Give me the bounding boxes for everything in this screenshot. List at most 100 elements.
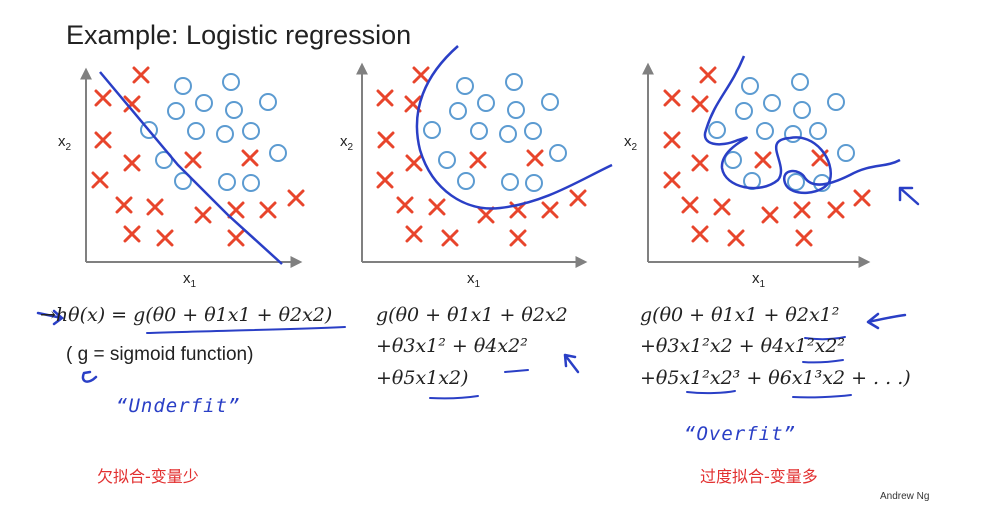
cross-marker	[405, 154, 423, 172]
cross-marker	[663, 89, 681, 107]
circle-marker	[763, 94, 781, 112]
circle-marker	[505, 73, 523, 91]
circle-marker	[259, 93, 277, 111]
circle-marker	[756, 122, 774, 140]
overfit-hypothesis-line3: +θ5x1²x2³ + θ6x1³x2 + . . .)	[640, 367, 911, 389]
circle-marker	[741, 77, 759, 95]
cross-marker	[156, 229, 174, 247]
circle-marker	[525, 174, 543, 192]
cross-marker	[377, 131, 395, 149]
panel-overfit-y-label: x2	[624, 133, 638, 153]
circle-marker	[784, 125, 802, 143]
underfit-decision-boundary	[99, 71, 283, 265]
circle-marker	[470, 122, 488, 140]
author-credit: Andrew Ng	[880, 491, 930, 502]
justright-hypothesis-line1: g(θ0 + θ1x1 + θ2x2	[376, 304, 568, 326]
circle-marker	[216, 125, 234, 143]
circle-marker	[140, 121, 158, 139]
circle-marker	[499, 125, 517, 143]
circle-marker	[791, 73, 809, 91]
underfit-chinese-note: 欠拟合-变量少	[97, 467, 199, 486]
cross-marker	[727, 229, 745, 247]
circle-marker	[501, 173, 519, 191]
circle-marker	[269, 144, 287, 162]
overfit-handwritten-label: “Overfit”	[684, 423, 796, 445]
cross-marker	[123, 225, 141, 243]
panel-justright-crosses	[376, 66, 587, 247]
cross-marker	[541, 201, 559, 219]
circle-marker	[438, 151, 456, 169]
circle-marker	[225, 101, 243, 119]
circle-marker	[222, 73, 240, 91]
cross-marker	[194, 206, 212, 224]
circle-marker	[477, 94, 495, 112]
panel-underfit-circles	[140, 73, 287, 192]
circle-marker	[174, 172, 192, 190]
circle-marker	[507, 101, 525, 119]
circle-marker	[524, 122, 542, 140]
cross-marker	[227, 229, 245, 247]
cross-marker	[405, 225, 423, 243]
cross-marker	[569, 189, 587, 207]
cross-marker	[428, 198, 446, 216]
slide-title: Example: Logistic regression	[66, 20, 412, 50]
circle-marker	[218, 173, 236, 191]
cross-marker	[146, 198, 164, 216]
overfit-hypothesis-line2: +θ3x1²x2 + θ4x1²x2²	[640, 335, 846, 357]
cross-marker	[259, 201, 277, 219]
cross-marker	[699, 66, 717, 84]
cross-marker	[91, 171, 109, 189]
cross-marker	[761, 206, 779, 224]
cross-marker	[477, 206, 495, 224]
panel-underfit-y-label: x2	[58, 133, 72, 153]
underfit-handwritten-label: “Underfit”	[116, 395, 241, 417]
circle-marker	[242, 174, 260, 192]
cross-marker	[691, 154, 709, 172]
arrow-up-left-icon	[898, 186, 920, 206]
cross-marker	[241, 149, 259, 167]
cross-marker	[526, 149, 544, 167]
cross-marker	[94, 89, 112, 107]
cross-marker	[94, 131, 112, 149]
circle-marker	[793, 101, 811, 119]
cross-marker	[115, 196, 133, 214]
overfit-hypothesis-line1: g(θ0 + θ1x1 + θ2x1²	[640, 304, 840, 326]
cross-marker	[376, 89, 394, 107]
circle-marker	[827, 93, 845, 111]
cross-marker	[469, 151, 487, 169]
circle-marker	[549, 144, 567, 162]
justright-decision-boundary	[415, 45, 613, 210]
panel-justright-x-label: x1	[467, 270, 481, 290]
circle-marker	[155, 151, 173, 169]
overfit-decision-boundary	[703, 55, 901, 195]
cross-marker	[827, 201, 845, 219]
circle-marker	[457, 172, 475, 190]
cross-marker	[376, 171, 394, 189]
circle-marker	[837, 144, 855, 162]
cross-marker	[509, 229, 527, 247]
circle-marker	[449, 102, 467, 120]
cross-marker	[853, 189, 871, 207]
panel-overfit-circles	[708, 73, 855, 192]
cross-marker	[691, 225, 709, 243]
circle-marker	[809, 122, 827, 140]
cross-marker	[412, 66, 430, 84]
circle-marker	[708, 121, 726, 139]
circle-marker	[724, 151, 742, 169]
panel-overfit-axes	[642, 62, 871, 268]
panel-overfit-x-label: x1	[752, 270, 766, 290]
underfit-hypothesis: →hθ(x) = g(θ0 + θ1x1 + θ2x2)	[40, 304, 333, 326]
justright-hypothesis-line3: +θ5x1x2)	[376, 367, 469, 389]
circle-marker	[541, 93, 559, 111]
justright-hypothesis-line2: +θ3x1² + θ4x2²	[376, 335, 528, 357]
panel-justright-axes	[356, 62, 588, 268]
cross-marker	[287, 189, 305, 207]
arrow-up-icon	[563, 353, 580, 374]
arrow-right-icon	[36, 309, 64, 326]
ink-underlines	[146, 326, 852, 400]
panel-underfit-crosses	[91, 66, 305, 247]
ink-arrows	[36, 186, 920, 383]
cross-marker	[123, 154, 141, 172]
sigmoid-note: ( g = sigmoid function)	[66, 344, 254, 365]
cross-marker	[793, 201, 811, 219]
